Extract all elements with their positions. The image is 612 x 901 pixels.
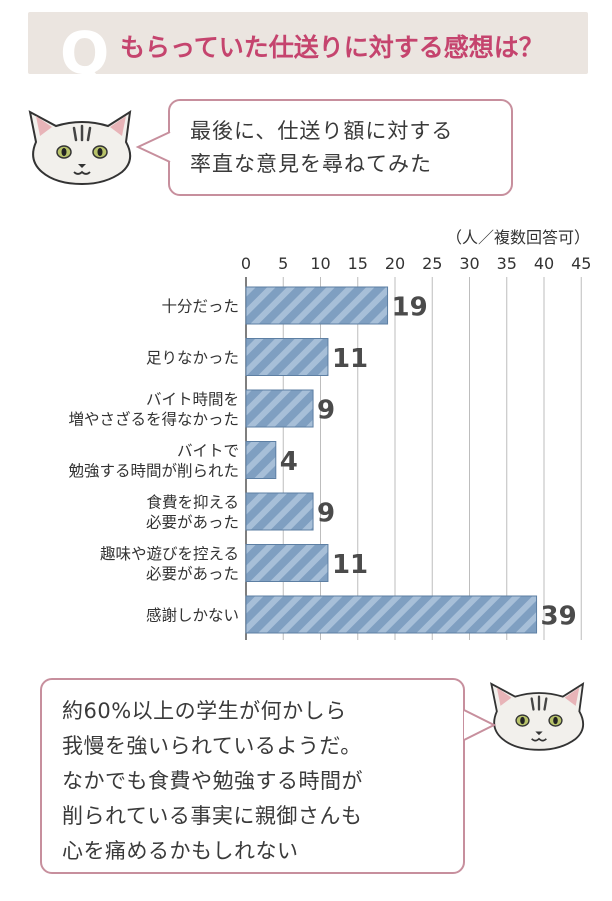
x-axis-ticks: 0 5 10 15 20 25 30 35 40 45	[241, 254, 592, 273]
x-tick-label: 5	[278, 254, 288, 273]
value-label: 4	[280, 447, 298, 477]
header-bar: Q もらっていた仕送りに対する感想は？	[28, 12, 588, 84]
category-labels: 十分だった足りなかったバイト時間を増やさざるを得なかったバイトで勉強する時間が削…	[68, 298, 239, 625]
x-tick-label: 0	[241, 254, 251, 273]
value-label: 39	[541, 602, 577, 632]
x-tick-label: 45	[571, 254, 591, 273]
category-label: 感謝しかない	[146, 607, 239, 625]
bar	[245, 389, 314, 428]
bubble-line: 削られている事実に親御さんも	[62, 804, 363, 828]
cat-face-icon	[28, 110, 132, 186]
bubble-tail	[135, 131, 171, 163]
bubble-tail	[463, 709, 497, 741]
page-title: もらっていた仕送りに対する感想は？	[120, 33, 544, 62]
value-label: 19	[392, 293, 428, 323]
category-label: 増やさざるを得なかった	[68, 410, 239, 429]
x-tick-label: 35	[497, 254, 517, 273]
bar	[245, 286, 389, 325]
bubble-line: 最後に、仕送り額に対する	[190, 119, 454, 143]
bars: 19 11 949 11 39	[245, 286, 577, 634]
x-tick-label: 20	[385, 254, 405, 273]
bar	[245, 544, 329, 582]
bubble-line: なかでも食費や勉強する時間が	[62, 769, 363, 793]
bubble-line: 約60%以上の学生が何かしら	[62, 699, 347, 723]
bubble-line: 率直な意見を尋ねてみた	[190, 152, 432, 176]
x-tick-label: 40	[534, 254, 554, 273]
x-tick-label: 30	[459, 254, 479, 273]
cat-face-icon	[490, 682, 585, 751]
q-mark: Q	[60, 19, 109, 87]
bar	[245, 595, 538, 634]
x-tick-label: 15	[348, 254, 368, 273]
speech-bubble-conclusion: 約60%以上の学生が何かしら 我慢を強いられているようだ。 なかでも食費や勉強す…	[40, 678, 465, 874]
value-label: 9	[317, 499, 335, 529]
category-label: 必要があった	[146, 565, 239, 583]
category-label: 食費を抑える	[146, 494, 239, 512]
category-label: バイト時間を	[146, 391, 239, 409]
x-tick-label: 25	[422, 254, 442, 273]
bar	[245, 441, 277, 479]
category-label: 十分だった	[161, 298, 239, 316]
category-label: 勉強する時間が削られた	[68, 462, 239, 480]
category-label: 趣味や遊びを控える	[100, 545, 239, 563]
category-label: バイトで	[177, 442, 239, 460]
speech-bubble-intro: 最後に、仕送り額に対する 率直な意見を尋ねてみた	[168, 99, 513, 196]
category-label: 足りなかった	[146, 349, 239, 367]
bubble-line: 心を痛めるかもしれない	[62, 839, 299, 863]
bar	[245, 492, 314, 531]
bubble-line: 我慢を強いられているようだ。	[62, 734, 362, 758]
category-label: 必要があった	[146, 514, 239, 532]
value-label: 11	[332, 550, 368, 580]
value-label: 9	[317, 396, 335, 426]
x-tick-label: 10	[310, 254, 330, 273]
bar	[245, 338, 329, 376]
bar-chart: 0 5 10 15 20 25 30 35 40 45 19 11 949 11 39 十分だった足りなか…	[68, 254, 592, 640]
unit-label: （人／複数回答可）	[445, 228, 590, 247]
value-label: 11	[332, 344, 368, 374]
